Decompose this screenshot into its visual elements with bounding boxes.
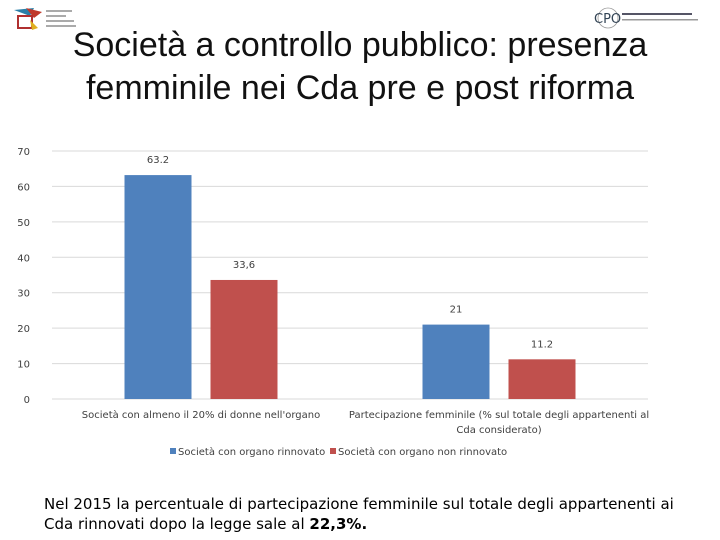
- bar: [422, 324, 490, 399]
- svg-text:CPO: CPO: [594, 12, 621, 27]
- x-tick-label: Cda considerato): [456, 425, 541, 436]
- x-tick-label: Società con almeno il 20% di donne nell'…: [82, 409, 320, 421]
- footer-text: Nel 2015 la percentuale di partecipazion…: [44, 495, 674, 533]
- bar-chart: 0 10 20 30 40 50 60 70 63.2 33,6 Società con almen…: [17, 147, 649, 458]
- bar: [124, 175, 192, 399]
- cpo-logo: CPO: [594, 7, 698, 29]
- footer-highlight: 22,3%.: [309, 515, 368, 533]
- legend-swatch: [330, 448, 336, 454]
- y-tick-label: 0: [24, 395, 30, 406]
- y-tick-label: 60: [17, 182, 30, 193]
- y-tick-label: 50: [17, 218, 30, 229]
- y-tick-label: 70: [17, 147, 30, 158]
- legend-label: Società con organo non rinnovato: [338, 446, 507, 458]
- legend-swatch: [170, 448, 176, 454]
- data-label: 21: [450, 305, 463, 316]
- footer-note: Nel 2015 la percentuale di partecipazion…: [44, 494, 684, 534]
- y-tick-label: 40: [17, 253, 30, 264]
- university-logo: [14, 8, 76, 30]
- slide-title: Società a controllo pubblico: presenza f…: [72, 26, 648, 107]
- bar: [508, 359, 576, 399]
- data-label: 63.2: [147, 155, 169, 166]
- y-tick-label: 30: [17, 289, 30, 300]
- bar: [210, 279, 278, 399]
- data-label: 11.2: [531, 339, 553, 350]
- y-tick-label: 20: [17, 324, 30, 335]
- data-label: 33,6: [233, 260, 255, 271]
- x-tick-label: Partecipazione femminile (% sul totale d…: [349, 410, 649, 421]
- legend-label: Società con organo rinnovato: [178, 446, 325, 458]
- y-tick-label: 10: [17, 360, 30, 371]
